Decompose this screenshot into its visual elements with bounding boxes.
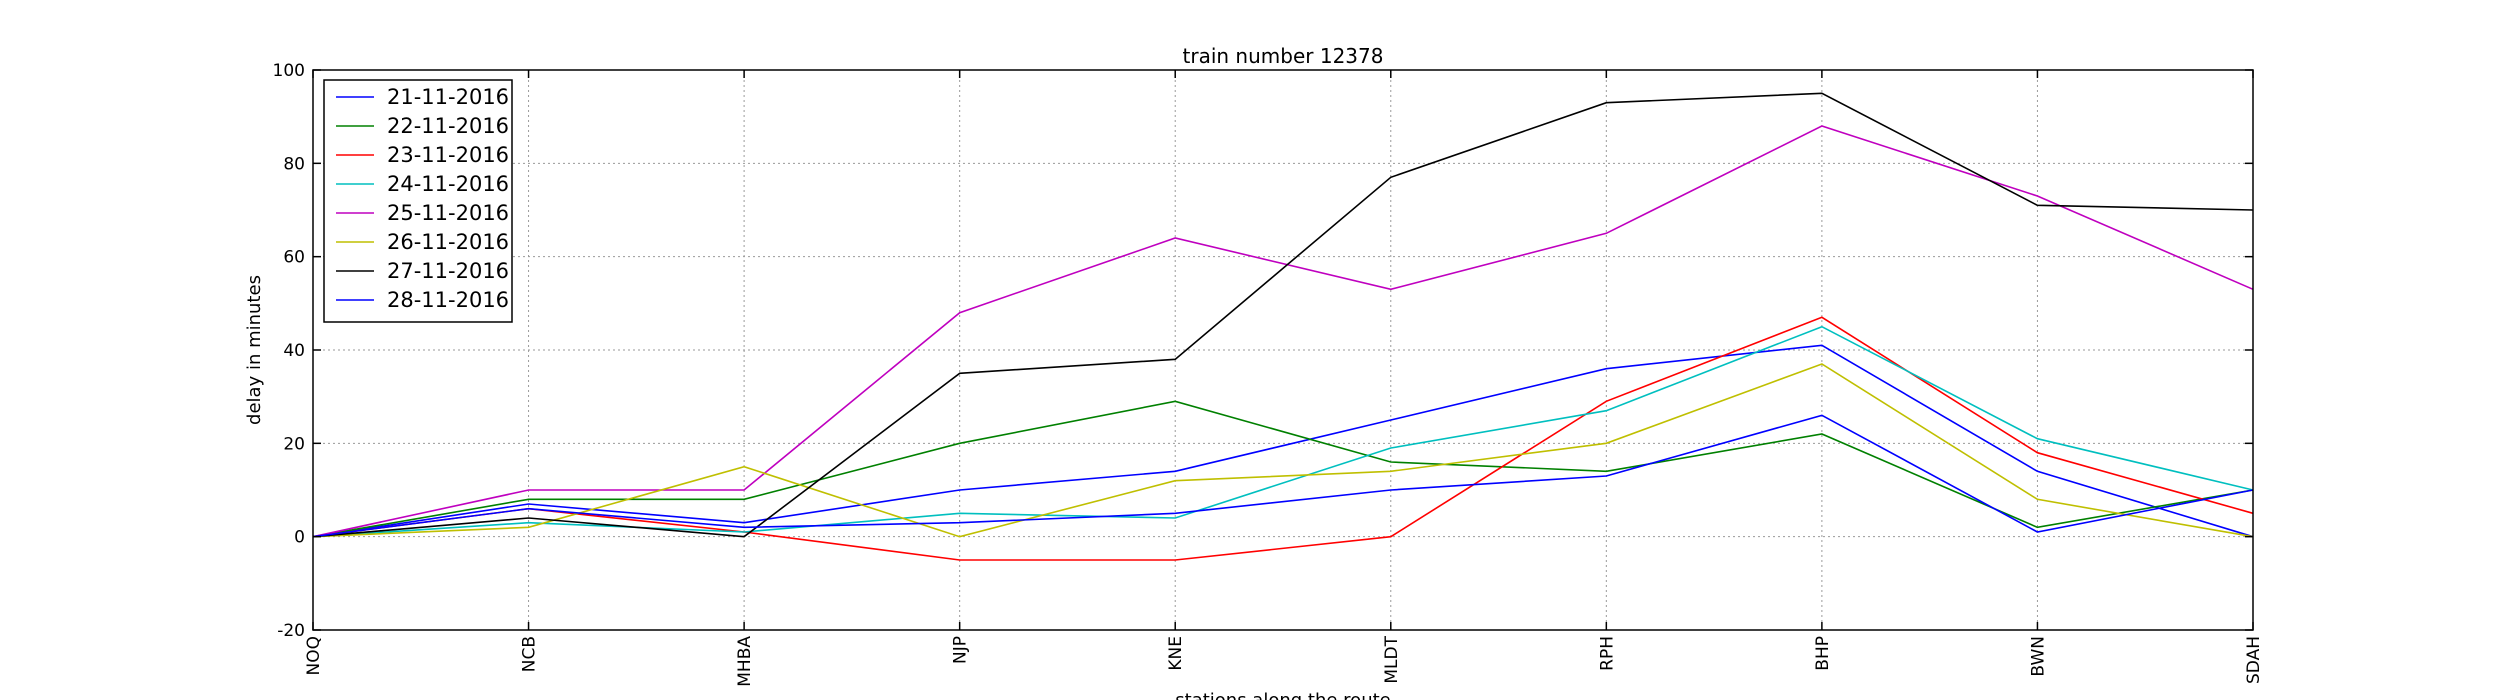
y-tick-label: 60: [283, 248, 305, 268]
y-tick-label: 40: [283, 341, 305, 361]
x-tick-label: BHP: [1813, 636, 1833, 671]
legend-label: 25-11-2016: [387, 201, 509, 225]
y-tick-label: 100: [273, 61, 305, 81]
y-axis-title: delay in minutes: [244, 275, 265, 425]
legend-label: 22-11-2016: [387, 114, 509, 138]
series-line-22-11-2016: [312, 400, 2254, 538]
chart-title: train number 12378: [1183, 44, 1384, 68]
legend: 21-11-2016 22-11-2016 23-11-2016 24-11-2016…: [323, 79, 513, 323]
x-tick-label: BWN: [2028, 636, 2048, 677]
y-tick-label: -20: [277, 621, 305, 641]
axis-ticks: -20 0 20 40 60 80 100 NOQ NCB MHBA NJP KNE MLDT RPH BH…: [273, 61, 2264, 687]
x-tick-label: NOQ: [304, 636, 324, 675]
x-tick-label: RPH: [1597, 636, 1617, 671]
legend-label: 21-11-2016: [387, 85, 509, 109]
x-tick-label: MLDT: [1382, 635, 1402, 683]
legend-label: 24-11-2016: [387, 172, 509, 196]
x-tick-label: NJP: [951, 636, 971, 664]
x-axis-title: stations along the route: [1175, 690, 1390, 700]
series-line-21-11-2016: [312, 344, 2254, 538]
x-tick-label: KNE: [1166, 636, 1186, 671]
series-line-26-11-2016: [312, 363, 2254, 538]
y-tick-label: 20: [283, 434, 305, 454]
y-tick-label: 0: [294, 528, 305, 548]
legend-box: [323, 79, 513, 323]
series-line-25-11-2016: [312, 125, 2254, 538]
series-line-28-11-2016: [312, 414, 2254, 538]
x-tick-label: SDAH: [2244, 636, 2264, 684]
series-line-27-11-2016: [312, 92, 2254, 538]
legend-label: 28-11-2016: [387, 288, 509, 312]
series-lines: [312, 92, 2254, 561]
series-line-23-11-2016: [312, 316, 2254, 561]
legend-label: 26-11-2016: [387, 230, 509, 254]
legend-label: 27-11-2016: [387, 259, 509, 283]
x-tick-label: NCB: [520, 636, 540, 672]
y-tick-label: 80: [283, 154, 305, 174]
legend-label: 23-11-2016: [387, 143, 509, 167]
x-tick-label: MHBA: [735, 636, 755, 687]
